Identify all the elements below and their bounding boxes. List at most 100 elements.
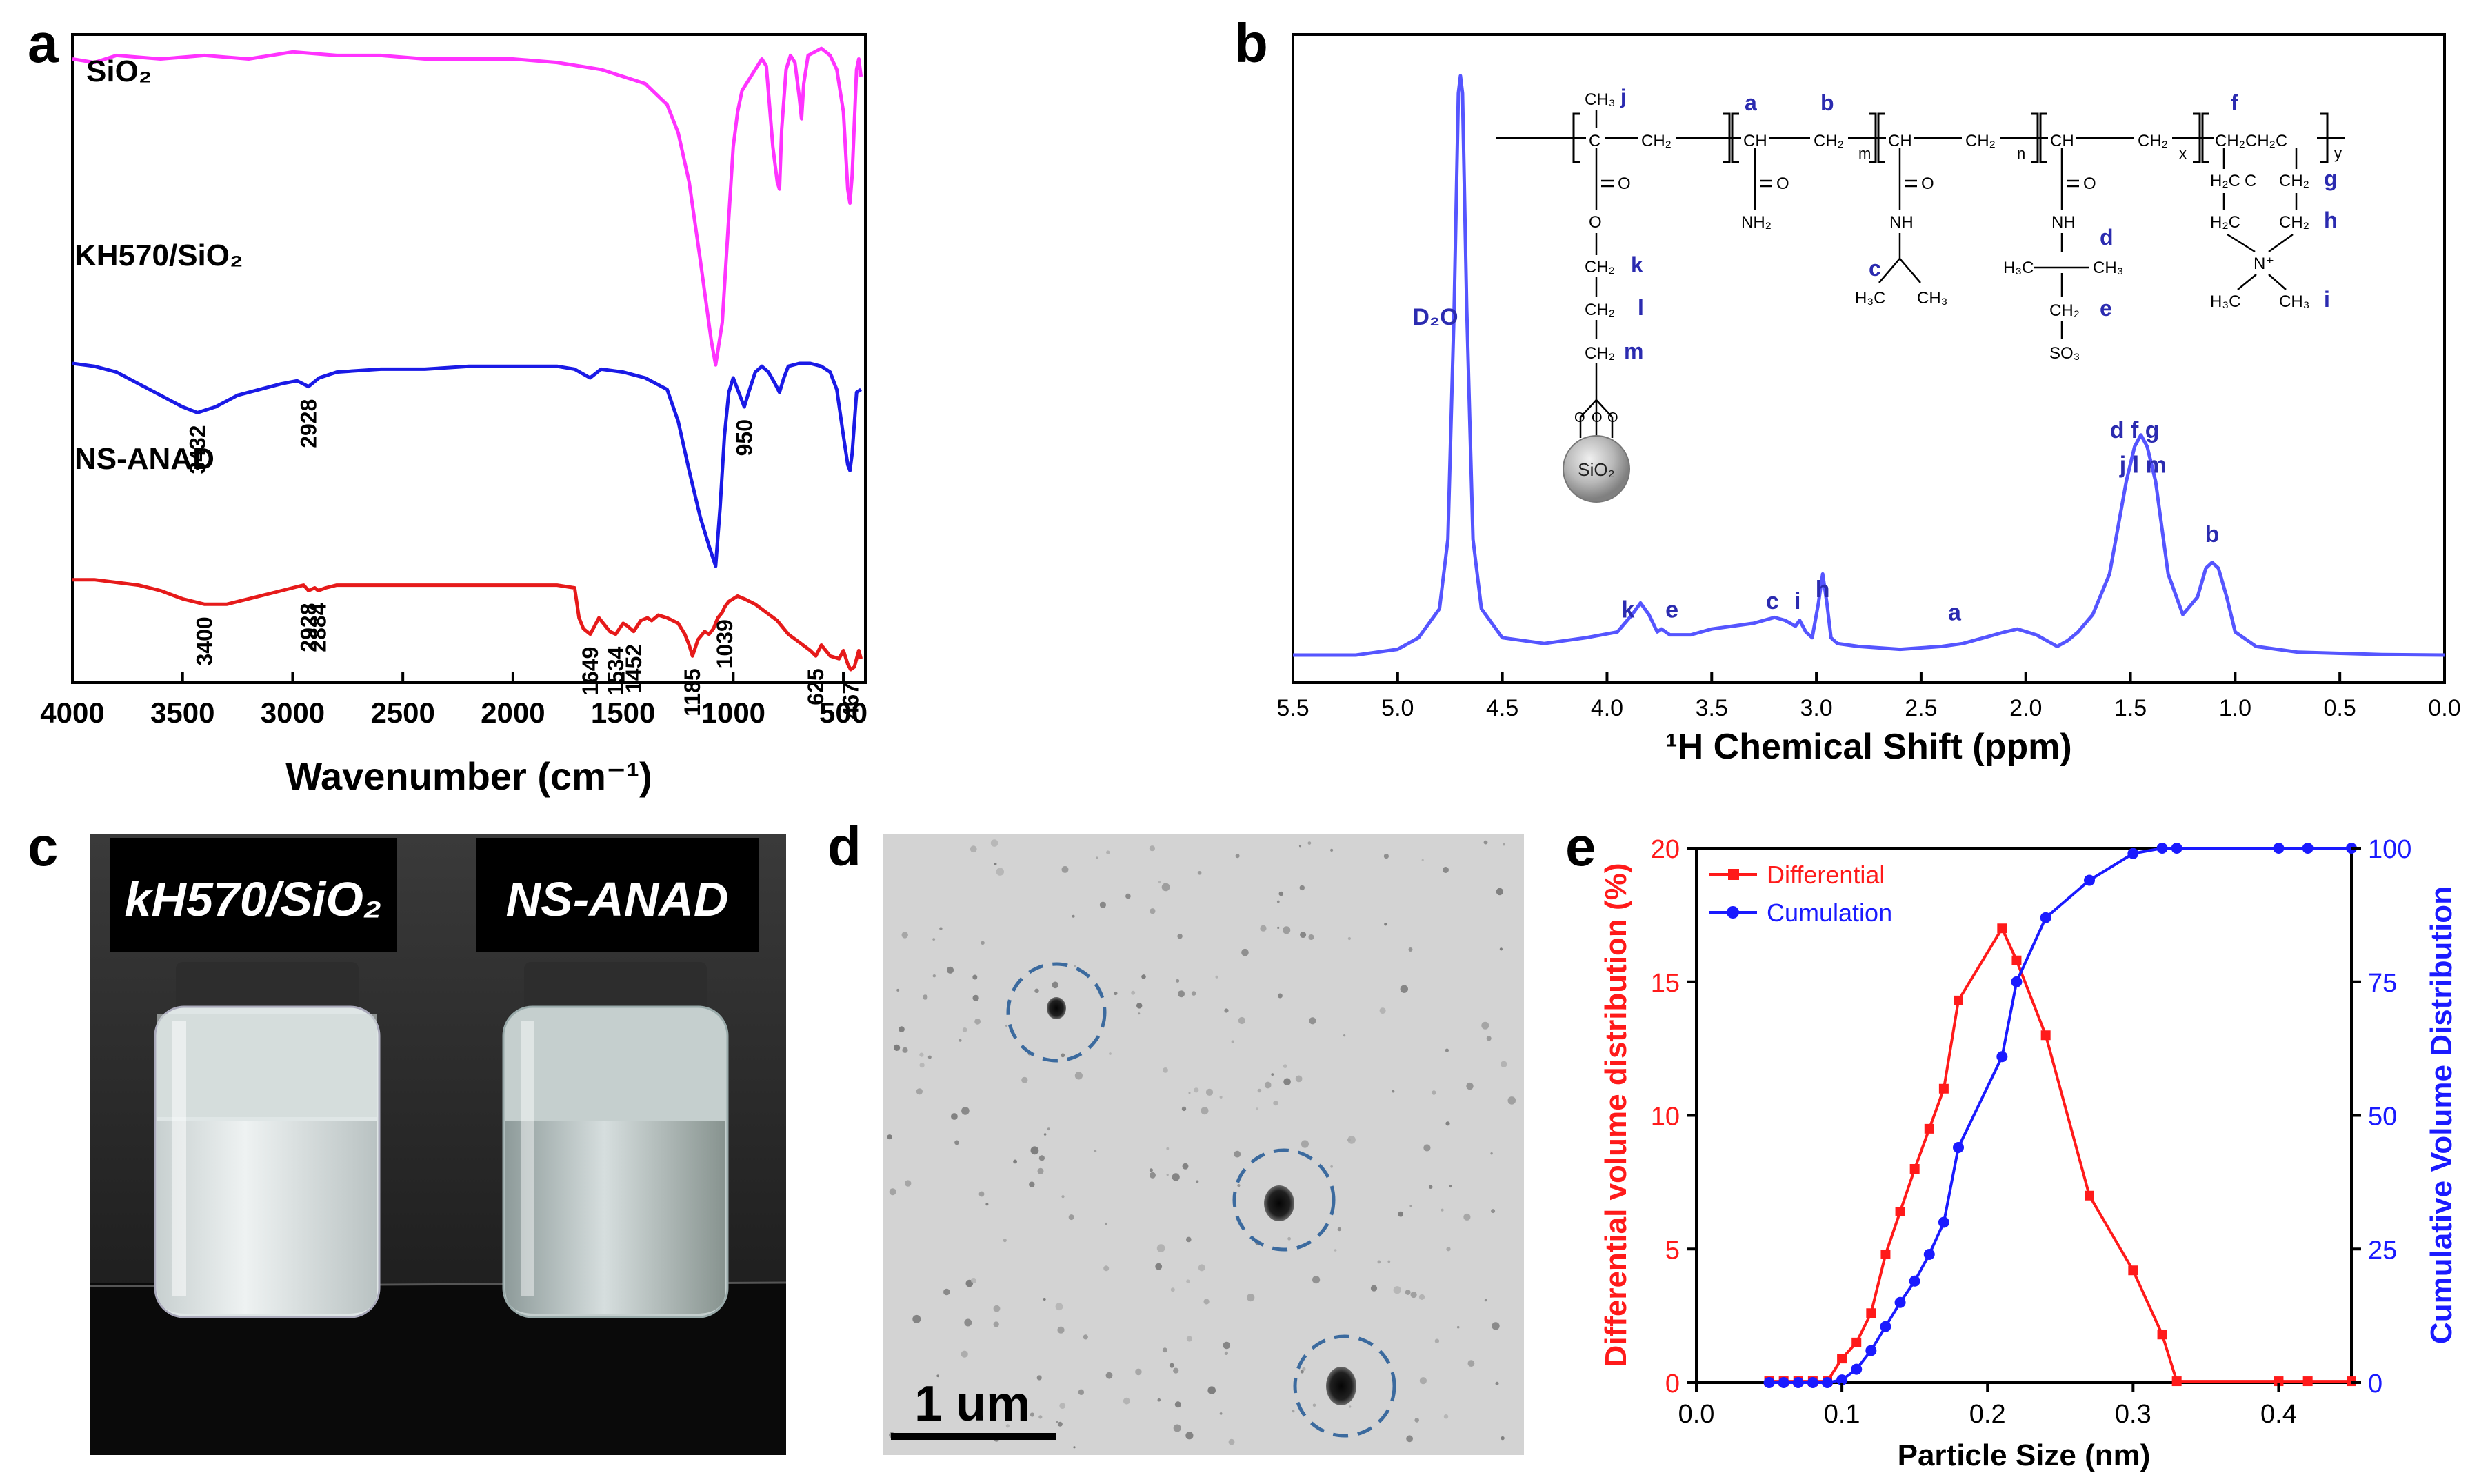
- ftir-peak-label-2-0: 3400: [192, 616, 217, 665]
- tem-speck: [1302, 1367, 1306, 1371]
- tem-speck: [1170, 1287, 1175, 1292]
- nmr-spectrum-line: [1293, 74, 2445, 657]
- size-marker-differential: [1851, 1337, 1862, 1347]
- ftir-peak-label-2-3: 1649: [578, 647, 603, 696]
- tem-speck: [1005, 1024, 1008, 1027]
- tem-speck: [1492, 1322, 1500, 1330]
- label-l: l: [1638, 295, 1644, 320]
- ftir-series-label-kh570: KH570/SiO₂: [74, 239, 243, 272]
- ftir-x-tick-label-0: 4000: [40, 696, 104, 729]
- tem-speck: [1307, 841, 1312, 845]
- tem-speck: [1301, 1140, 1309, 1148]
- tem-speck: [1330, 848, 1334, 852]
- tem-speck: [1201, 1107, 1209, 1115]
- ftir-peak-label-2-8: 625: [803, 668, 828, 705]
- tem-speck: [1443, 1414, 1449, 1419]
- nmr-peak-labels: D₂O k e c i h a d f g j l m b: [1412, 304, 2219, 625]
- size-right-y-tick-label-2: 50: [2368, 1103, 2397, 1132]
- size-marker-cumulation: [1923, 1249, 1935, 1260]
- tem-speck: [1003, 1239, 1007, 1243]
- tem-speck: [1300, 932, 1307, 939]
- nmr-series-group: [1293, 74, 2445, 657]
- tem-speck: [1057, 1421, 1063, 1427]
- subscript-m: m: [1858, 145, 1871, 162]
- size-left-y-tick-label-0: 0: [1665, 1370, 1680, 1398]
- tem-speck: [1074, 1072, 1083, 1080]
- size-x-tick-label-4: 0.4: [2260, 1400, 2297, 1429]
- size-marker-differential: [1909, 1164, 1920, 1174]
- tem-speck: [1043, 1133, 1047, 1136]
- panel-letter-d: d: [827, 816, 861, 877]
- tem-speck: [964, 1318, 972, 1327]
- tem-speck: [1030, 1412, 1034, 1417]
- tem-speck: [1295, 1075, 1303, 1083]
- tem-speck: [1247, 1294, 1255, 1302]
- tem-speck: [1300, 1370, 1304, 1374]
- group-ch2-ring-right: CH₂: [2279, 172, 2309, 190]
- nmr-peak-label-2: e: [1665, 596, 1678, 623]
- tem-speck: [1038, 1415, 1043, 1419]
- size-left-y-tick-label-3: 15: [1651, 969, 1680, 998]
- tem-speck: [1188, 1092, 1191, 1094]
- tem-speck: [993, 1305, 1001, 1312]
- tem-speck: [932, 974, 936, 978]
- legend-label-cumulation: Cumulation: [1767, 899, 1892, 927]
- tem-speck: [1237, 1184, 1241, 1187]
- tem-speck: [1161, 883, 1170, 892]
- tem-speck: [1330, 1165, 1333, 1168]
- panel-letter-e: e: [1565, 816, 1596, 877]
- size-right-y-tick-label-3: 75: [2368, 969, 2397, 998]
- tem-speck: [1264, 1081, 1272, 1089]
- panel-letter-a: a: [28, 12, 59, 74]
- tem-speck: [1163, 1067, 1168, 1073]
- tem-speck: [1114, 991, 1118, 996]
- tem-speck: [1410, 1291, 1417, 1298]
- tem-speck: [1234, 1150, 1241, 1158]
- nanoparticle-2: [1264, 1185, 1294, 1221]
- group-ch2-e: CH₂: [2049, 301, 2080, 320]
- tem-speck: [1432, 1090, 1436, 1095]
- size-right-y-tick-label-1: 25: [2368, 1236, 2397, 1265]
- tem-speck: [1449, 1185, 1452, 1188]
- left-vial-label-box: [110, 838, 397, 952]
- tem-speck: [1491, 1209, 1496, 1214]
- tem-speck: [905, 1180, 912, 1187]
- size-series-group: [1763, 843, 2357, 1388]
- tem-speck: [1495, 1381, 1499, 1385]
- tem-speck: [1150, 908, 1156, 914]
- tem-specks: [887, 839, 1516, 1449]
- tem-speck: [1235, 854, 1240, 859]
- svg-text:O: O: [1607, 410, 1618, 425]
- tem-speck: [1299, 885, 1305, 891]
- subscript-y: y: [2334, 145, 2342, 162]
- nmr-x-tick-label-11: 0.0: [2428, 695, 2460, 721]
- svg-text:O: O: [1921, 174, 1934, 193]
- tem-speck: [1414, 1418, 1419, 1423]
- tem-speck: [1347, 1136, 1356, 1144]
- label-k: k: [1631, 252, 1643, 277]
- tem-speck: [1379, 1007, 1386, 1014]
- nanoparticle-1: [1047, 997, 1066, 1019]
- tem-speck: [1083, 1334, 1088, 1340]
- scale-bar: [891, 1433, 1056, 1440]
- tem-speck: [1276, 900, 1280, 903]
- tem-speck: [1036, 1375, 1042, 1381]
- nmr-peak-label-8: j l m: [2119, 452, 2167, 478]
- tem-speck: [1257, 1088, 1262, 1093]
- size-marker-cumulation: [1909, 1275, 1920, 1287]
- nmr-peak-label-9: b: [2205, 521, 2220, 548]
- tem-speck: [1061, 1053, 1065, 1058]
- size-right-y-tick-label-4: 100: [2368, 835, 2411, 864]
- group-ch-unit3: CH: [1888, 132, 1912, 150]
- tem-speck: [1099, 901, 1106, 908]
- nmr-chart: 5.5 5.0 4.5 4.0 3.5 3.0 2.5 2.0 1.5 1.0 0.5 0.0 D₂O…: [1276, 33, 2461, 767]
- highlight-circle-1: [1006, 962, 1107, 1063]
- tem-speck: [1149, 845, 1155, 852]
- tem-speck: [1467, 1360, 1475, 1367]
- tem-speck: [1277, 926, 1280, 929]
- tem-speck: [1030, 1146, 1039, 1155]
- label-m: m: [1624, 339, 1643, 363]
- tem-speck: [1434, 1338, 1440, 1343]
- svg-text:O: O: [2083, 174, 2096, 193]
- tem-speck: [1166, 1174, 1169, 1176]
